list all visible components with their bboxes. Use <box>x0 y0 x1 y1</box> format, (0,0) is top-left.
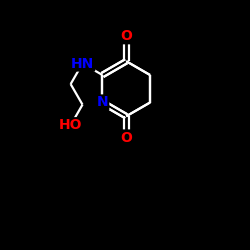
Text: HN: HN <box>71 56 94 70</box>
Text: O: O <box>120 130 132 144</box>
Text: N: N <box>96 96 108 110</box>
Text: O: O <box>120 29 132 43</box>
Text: HO: HO <box>59 118 82 132</box>
